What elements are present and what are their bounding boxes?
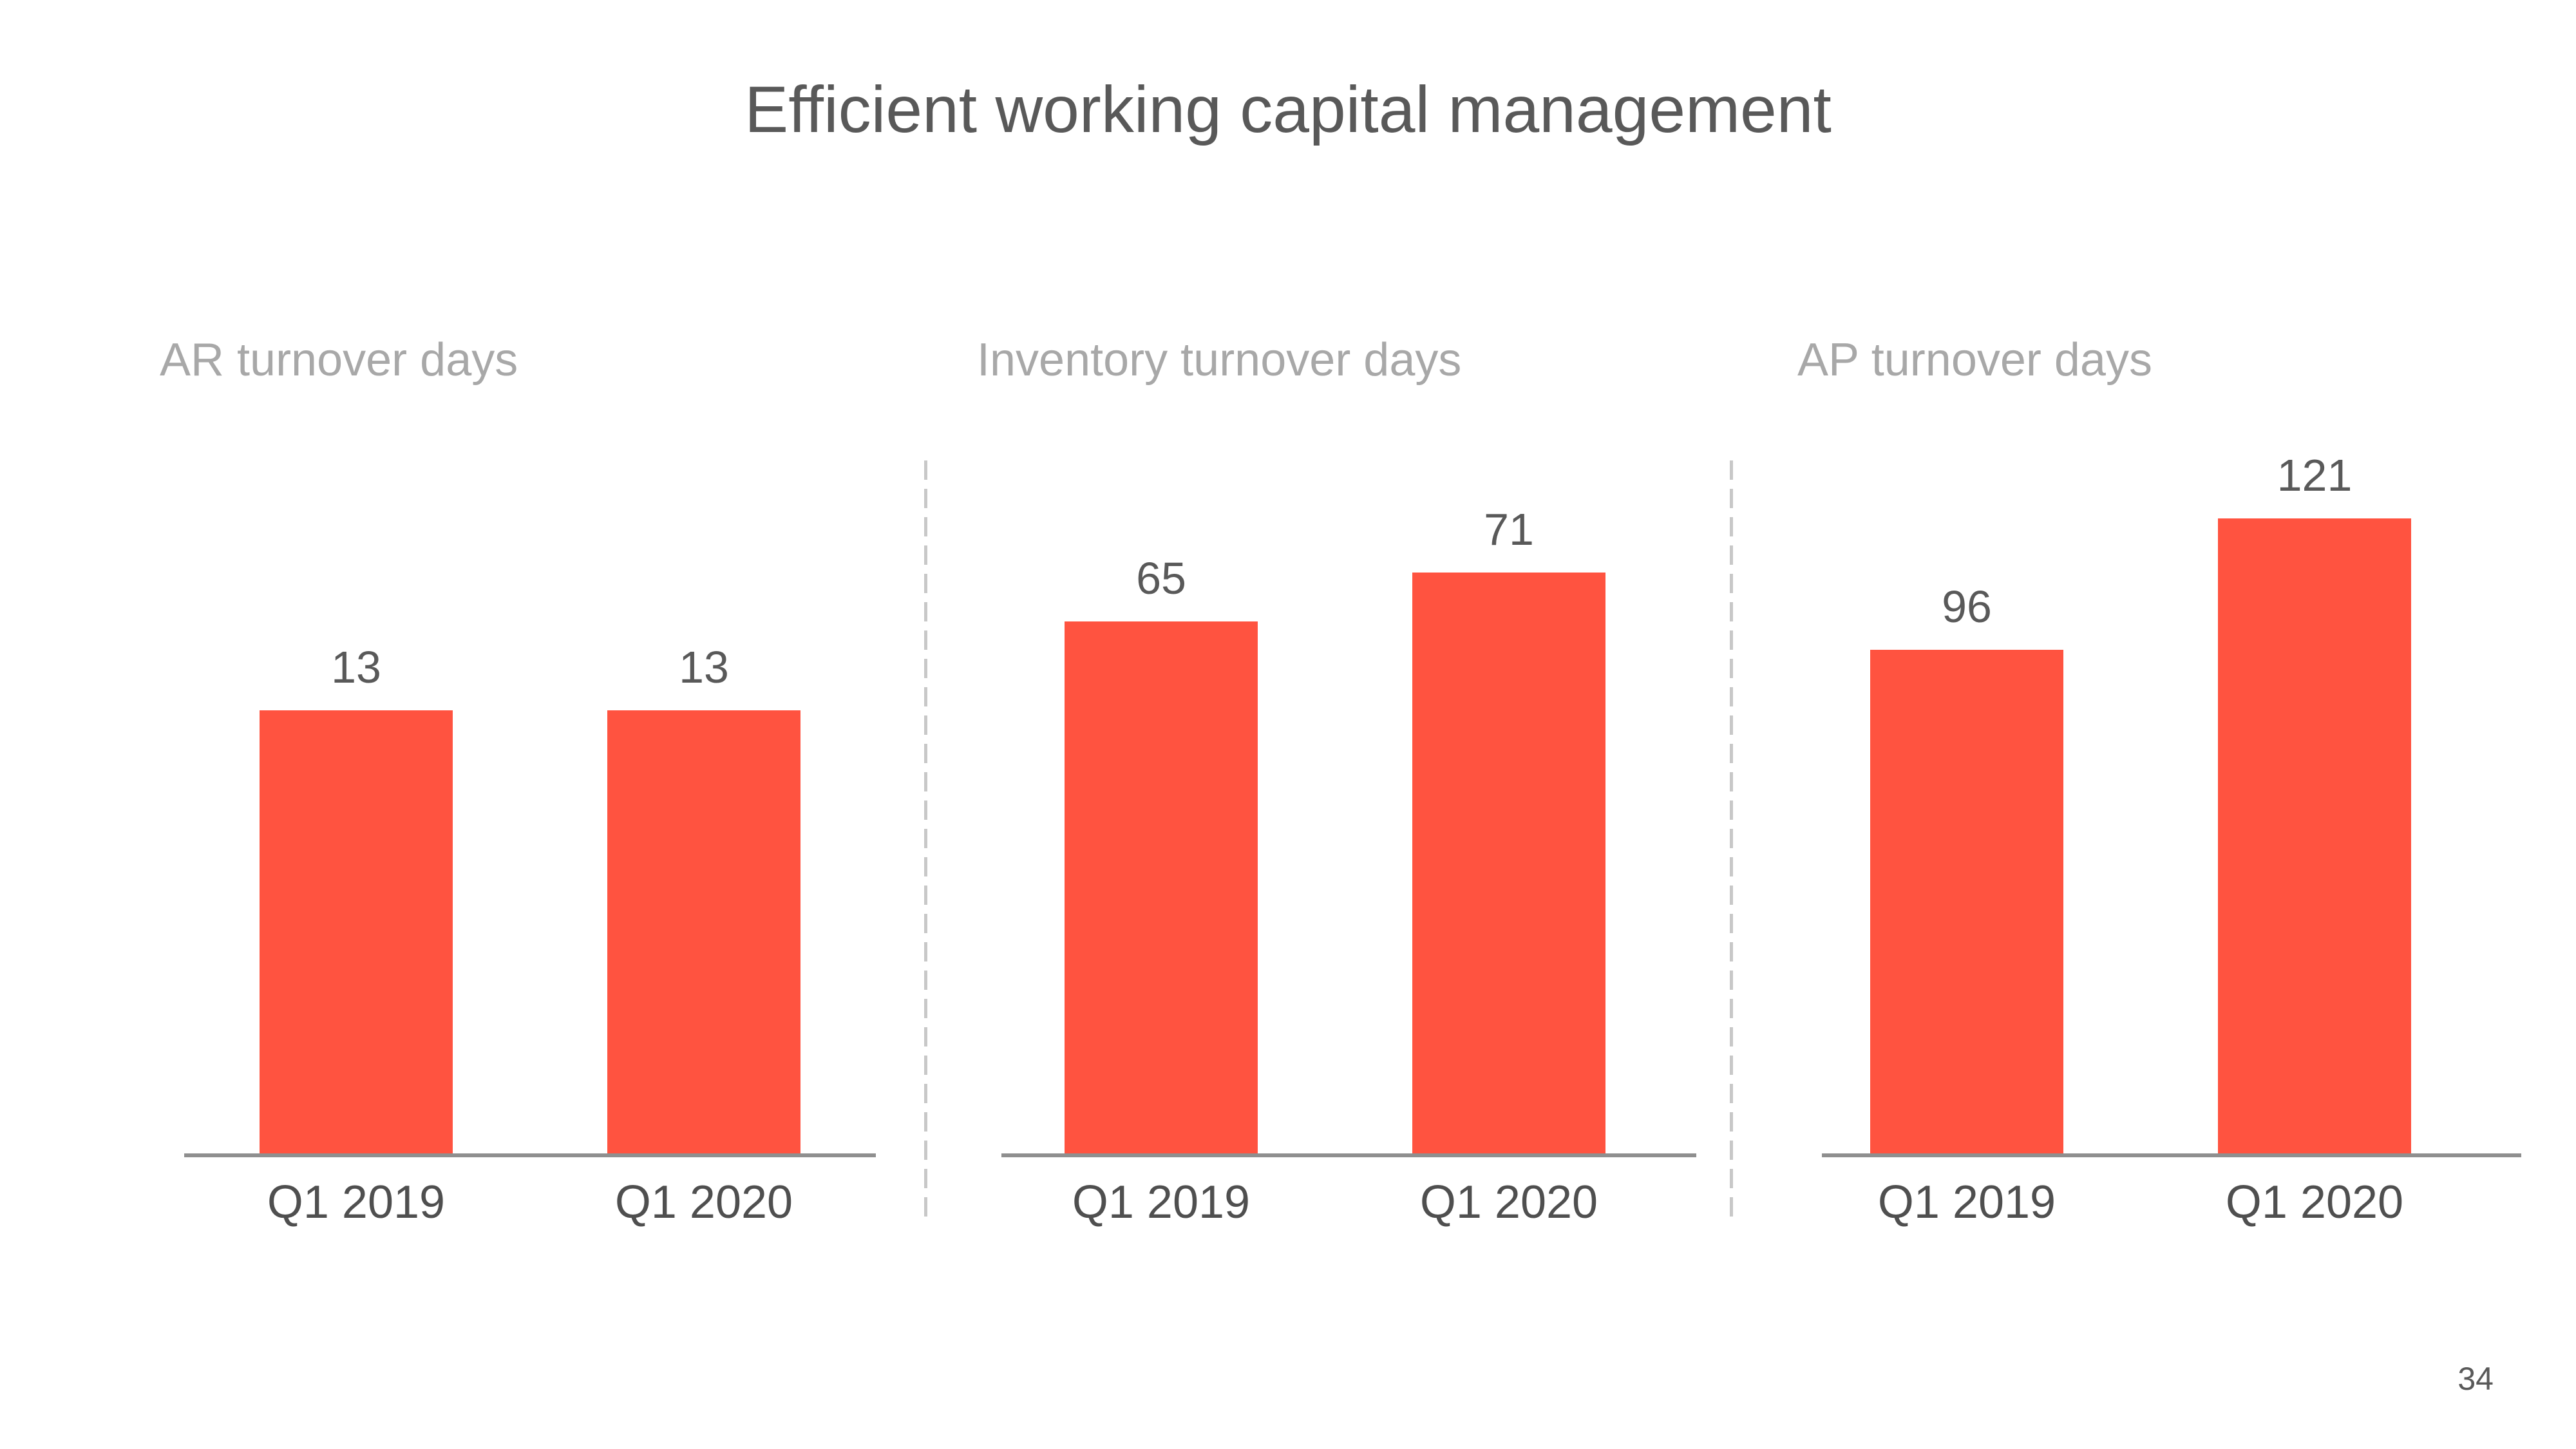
chart-panel-ap-turnover-days: AP turnover days 96 121 Q1 2019 Q1 2020 (1797, 334, 2521, 1249)
chart-section-label: AR turnover days (160, 334, 518, 386)
category-label: Q1 2020 (2225, 1177, 2404, 1228)
category-label: Q1 2019 (1072, 1177, 1251, 1228)
chart-plot-area: 65 71 (1001, 335, 1696, 1157)
chart-panel-inventory-turnover-days: Inventory turnover days 65 71 Q1 2019 Q1 2… (977, 334, 1696, 1249)
bar (260, 710, 453, 1153)
bar (1870, 650, 2063, 1153)
category-label: Q1 2020 (614, 1177, 793, 1228)
category-label: Q1 2020 (1419, 1177, 1598, 1228)
chart-plot-area: 13 13 (184, 335, 876, 1157)
bar-value-label: 121 (2277, 450, 2353, 500)
bar-value-label: 71 (1484, 504, 1534, 554)
chart-panel-ar-turnover-days: AR turnover days 13 13 Q1 2019 Q1 2020 (160, 334, 876, 1249)
chart-section-label: AP turnover days (1797, 334, 2152, 386)
category-label: Q1 2019 (267, 1177, 446, 1228)
bar-value-label: 13 (679, 642, 729, 692)
bar-value-label: 65 (1136, 553, 1186, 603)
x-axis-line (1822, 1153, 2521, 1157)
chart-section-label: Inventory turnover days (977, 334, 1462, 386)
x-axis-line (184, 1153, 876, 1157)
panel-divider-right (1730, 460, 1733, 1219)
page-number: 34 (2458, 1361, 2494, 1397)
category-label: Q1 2019 (1877, 1177, 2056, 1228)
bar (607, 710, 800, 1153)
bar (1065, 621, 1258, 1153)
panel-divider-left (924, 460, 927, 1219)
bar (2218, 518, 2411, 1153)
bar-value-label: 13 (331, 642, 381, 692)
x-axis-line (1001, 1153, 1696, 1157)
slide-title: Efficient working capital management (744, 73, 1832, 146)
bar-value-label: 96 (1942, 582, 1992, 632)
chart-plot-area: 96 121 (1822, 335, 2521, 1157)
bar (1412, 573, 1605, 1153)
